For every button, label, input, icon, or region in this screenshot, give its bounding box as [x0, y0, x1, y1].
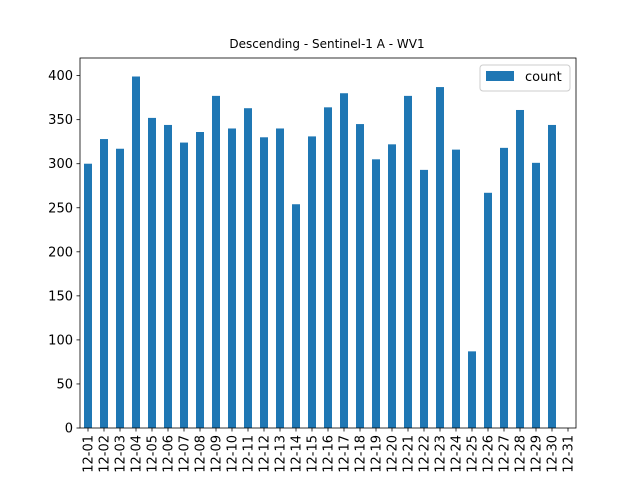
bar-12-02 — [100, 139, 108, 429]
bar-12-07 — [180, 142, 188, 428]
legend: count — [479, 64, 571, 92]
x-tick-label: 12-03 — [114, 435, 129, 473]
y-tick-label: 100 — [48, 333, 73, 348]
x-tick-label: 12-02 — [98, 435, 113, 473]
bar-12-19 — [372, 159, 380, 428]
x-tick-label: 12-24 — [450, 435, 465, 473]
x-tick-label: 12-05 — [146, 435, 161, 473]
x-tick-label: 12-10 — [226, 435, 241, 473]
bar-12-06 — [164, 124, 172, 428]
bar-12-20 — [388, 144, 396, 428]
x-tick-label: 12-11 — [242, 435, 257, 473]
x-tick-label: 12-27 — [498, 435, 513, 473]
x-tick-label: 12-28 — [514, 435, 529, 473]
y-tick-label: 250 — [48, 201, 73, 216]
x-tick-label: 12-29 — [530, 435, 545, 473]
x-tick-label: 12-06 — [162, 435, 177, 473]
x-tick-label: 12-20 — [386, 435, 401, 473]
bar-12-14 — [292, 204, 300, 428]
x-tick-label: 12-21 — [402, 435, 417, 473]
bar-12-29 — [532, 162, 540, 428]
x-tick-label: 12-08 — [194, 435, 209, 473]
legend-swatch — [486, 71, 514, 81]
bar-12-26 — [484, 192, 492, 428]
y-tick-label: 50 — [56, 377, 73, 392]
y-tick-label: 150 — [48, 289, 73, 304]
bar-12-24 — [452, 149, 460, 428]
bar-12-08 — [196, 132, 204, 428]
y-axis: 0 50 100 150 200 250 300 350 400 — [48, 69, 80, 437]
bar-12-30 — [548, 124, 556, 428]
x-tick-label: 12-13 — [274, 435, 289, 473]
y-tick-label: 300 — [48, 157, 73, 172]
x-tick-label: 12-16 — [322, 435, 337, 473]
bar-12-27 — [500, 147, 508, 429]
x-tick-label: 12-22 — [418, 435, 433, 473]
bar-12-12 — [260, 137, 268, 429]
bar-12-10 — [228, 128, 236, 429]
chart-title: Descending - Sentinel-1 A - WV1 — [229, 37, 424, 51]
bar-12-04 — [132, 76, 140, 428]
bar-12-17 — [340, 93, 348, 429]
bar-12-09 — [212, 95, 220, 428]
bar-12-28 — [516, 109, 524, 428]
x-tick-label: 12-25 — [466, 435, 481, 473]
x-tick-label: 12-18 — [354, 435, 369, 473]
bar-12-13 — [276, 128, 284, 429]
bar-12-15 — [308, 136, 316, 428]
x-tick-label: 12-15 — [306, 435, 321, 473]
x-tick-label: 12-04 — [130, 435, 145, 473]
bar-12-05 — [148, 117, 156, 429]
x-tick-label: 12-12 — [258, 435, 273, 473]
bar-12-03 — [116, 148, 124, 429]
x-tick-label: 12-31 — [562, 435, 577, 473]
bar-12-22 — [420, 169, 428, 428]
bar-12-16 — [324, 107, 332, 428]
bar-12-11 — [244, 108, 252, 429]
bar-12-23 — [436, 87, 444, 428]
legend-label: count — [525, 70, 562, 85]
x-tick-label: 12-07 — [178, 435, 193, 473]
bar-12-25 — [468, 351, 476, 428]
bars-group — [84, 76, 556, 429]
x-tick-label: 12-14 — [290, 435, 305, 473]
x-tick-label: 12-17 — [338, 435, 353, 473]
x-axis: 12-01 12-02 12-03 12-04 12-05 12-06 12-07 12-08… — [82, 428, 577, 473]
x-tick-label: 12-26 — [482, 435, 497, 473]
y-tick-label: 400 — [48, 69, 73, 84]
x-tick-label: 12-30 — [546, 435, 561, 473]
x-tick-label: 12-19 — [370, 435, 385, 473]
bar-12-18 — [356, 124, 364, 428]
x-tick-label: 12-09 — [210, 435, 225, 473]
plot-frame — [79, 57, 577, 429]
y-tick-label: 200 — [48, 245, 73, 260]
y-tick-label: 350 — [48, 113, 73, 128]
y-tick-label: 0 — [65, 422, 73, 437]
bar-12-21 — [404, 95, 412, 428]
bar-12-01 — [84, 163, 92, 428]
x-tick-label: 12-01 — [82, 435, 97, 473]
x-tick-label: 12-23 — [434, 435, 449, 473]
